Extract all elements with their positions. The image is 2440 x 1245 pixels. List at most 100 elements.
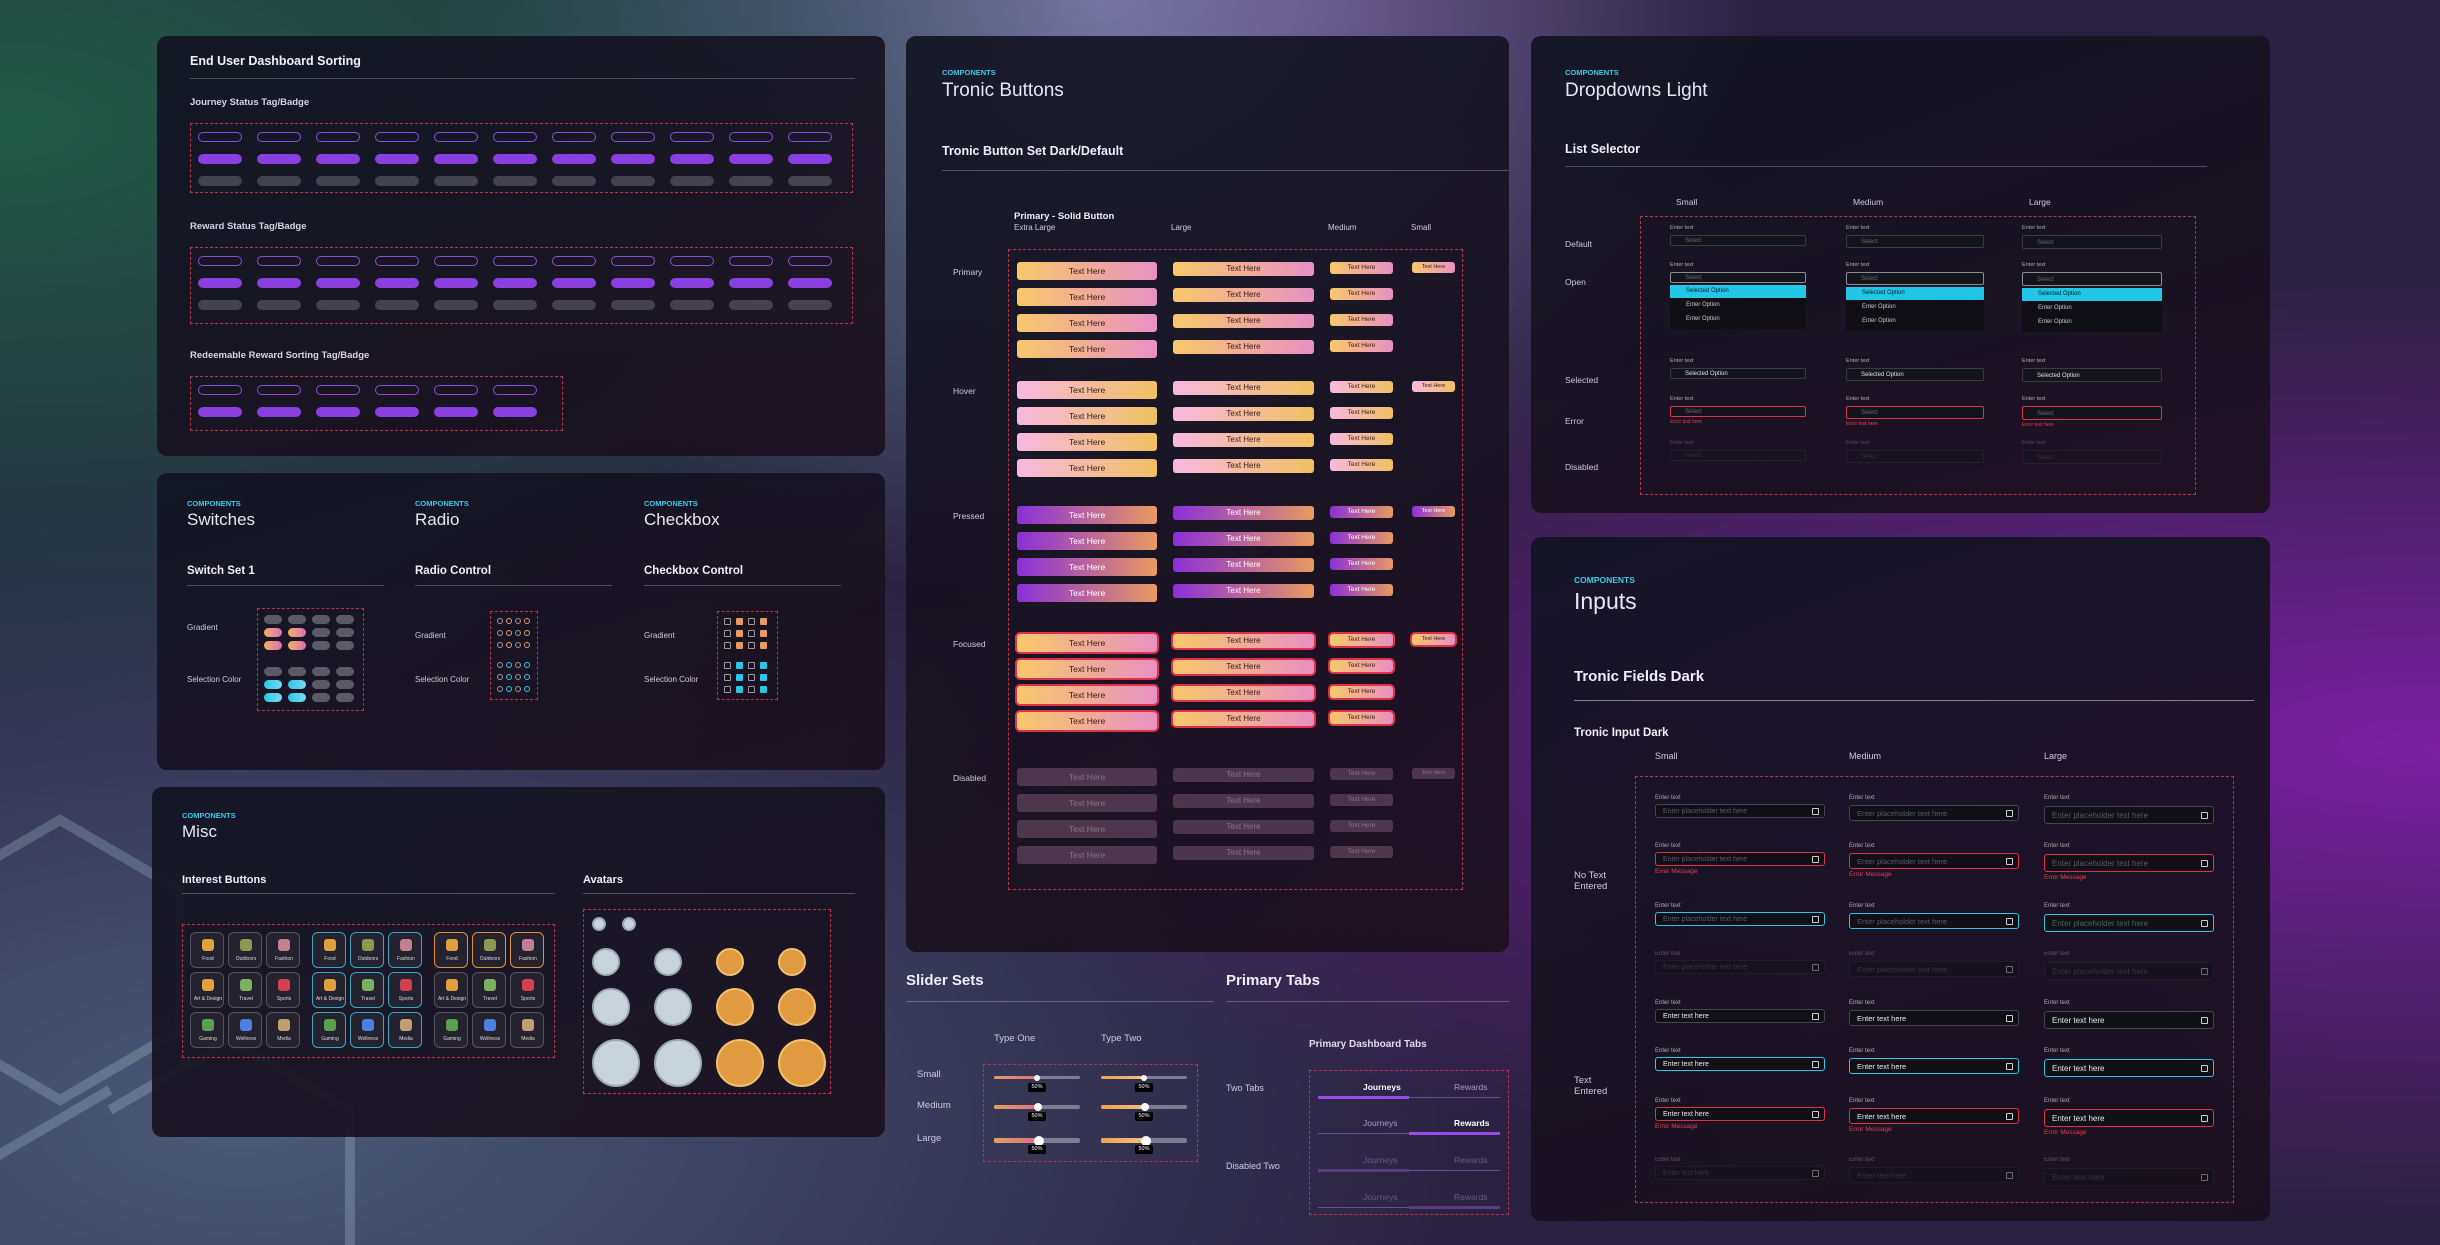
button[interactable]: Text Here	[1173, 340, 1314, 354]
text-input[interactable]: Enter placeholder text here	[1849, 913, 2019, 929]
button[interactable]: Text Here	[1173, 262, 1314, 276]
dropdown-option[interactable]: Selected Option	[1846, 286, 1984, 300]
slider-thumb[interactable]	[1034, 1103, 1042, 1111]
button[interactable]: Text Here	[1173, 660, 1314, 674]
button[interactable]: Text Here	[1017, 340, 1157, 358]
text-input[interactable]: Enter text here	[2044, 1011, 2214, 1029]
dropdown[interactable]: Select	[2022, 235, 2162, 249]
text-input[interactable]: Enter text here	[2044, 1109, 2214, 1127]
button[interactable]: Text Here	[1017, 314, 1157, 332]
button[interactable]: Text Here	[1412, 381, 1455, 392]
tab[interactable]: Journeys	[1363, 1155, 1398, 1165]
button[interactable]: Text Here	[1017, 262, 1157, 280]
button[interactable]: Text Here	[1412, 768, 1455, 779]
button[interactable]: Text Here	[1173, 314, 1314, 328]
button[interactable]: Text Here	[1173, 288, 1314, 302]
button[interactable]: Text Here	[1330, 584, 1393, 596]
button[interactable]: Text Here	[1173, 506, 1314, 520]
button[interactable]: Text Here	[1017, 820, 1157, 838]
button[interactable]: Text Here	[1173, 846, 1314, 860]
button[interactable]: Text Here	[1173, 820, 1314, 834]
dropdown-option[interactable]: Enter Option	[2022, 316, 2162, 329]
text-input[interactable]: Enter placeholder text here	[2044, 854, 2214, 872]
button[interactable]: Text Here	[1330, 433, 1393, 445]
button[interactable]: Text Here	[1330, 768, 1393, 780]
button[interactable]: Text Here	[1173, 794, 1314, 808]
tab[interactable]: Journeys	[1363, 1192, 1398, 1202]
text-input[interactable]: Enter text here	[1655, 1166, 1825, 1180]
dropdown-option[interactable]: Enter Option	[1846, 315, 1984, 328]
text-input[interactable]: Enter placeholder text here	[1849, 805, 2019, 821]
button[interactable]: Text Here	[1330, 340, 1393, 352]
button[interactable]: Text Here	[1330, 532, 1393, 544]
text-input[interactable]: Enter text here	[1849, 1108, 2019, 1124]
button[interactable]: Text Here	[1173, 532, 1314, 546]
dropdown-option[interactable]: Selected Option	[1670, 285, 1806, 298]
button[interactable]: Text Here	[1330, 846, 1393, 858]
text-input[interactable]: Enter placeholder text here	[1655, 960, 1825, 974]
text-input[interactable]: Enter placeholder text here	[1849, 853, 2019, 869]
text-input[interactable]: Enter text here	[1655, 1057, 1825, 1071]
button[interactable]: Text Here	[1173, 381, 1314, 395]
button[interactable]: Text Here	[1017, 846, 1157, 864]
button[interactable]: Text Here	[1017, 768, 1157, 786]
button[interactable]: Text Here	[1017, 288, 1157, 306]
dropdown-option[interactable]: Enter Option	[2022, 302, 2162, 315]
button[interactable]: Text Here	[1173, 558, 1314, 572]
button[interactable]: Text Here	[1330, 288, 1393, 300]
button[interactable]: Text Here	[1017, 381, 1157, 399]
text-input[interactable]: Enter text here	[1655, 1107, 1825, 1121]
button[interactable]: Text Here	[1017, 686, 1157, 704]
button[interactable]: Text Here	[1330, 459, 1393, 471]
dropdown[interactable]: Select	[1846, 406, 1984, 419]
dropdown[interactable]: Selected Option	[1846, 368, 1984, 381]
tab[interactable]: Rewards	[1454, 1155, 1488, 1165]
slider-thumb[interactable]	[1141, 1135, 1151, 1146]
text-input[interactable]: Enter text here	[1849, 1058, 2019, 1074]
button[interactable]: Text Here	[1173, 712, 1314, 726]
button[interactable]: Text Here	[1017, 433, 1157, 451]
dropdown[interactable]: Select	[1846, 235, 1984, 248]
button[interactable]: Text Here	[1017, 407, 1157, 425]
dropdown[interactable]: Select	[2022, 272, 2162, 286]
slider-thumb[interactable]	[1034, 1074, 1040, 1081]
dropdown-option[interactable]: Enter Option	[1670, 313, 1806, 326]
button[interactable]: Text Here	[1412, 506, 1455, 517]
button[interactable]: Text Here	[1412, 262, 1455, 273]
slider-thumb[interactable]	[1141, 1103, 1149, 1111]
dropdown[interactable]: Select	[2022, 450, 2162, 464]
button[interactable]: Text Here	[1330, 314, 1393, 326]
button[interactable]: Text Here	[1173, 634, 1314, 648]
button[interactable]: Text Here	[1330, 634, 1393, 646]
button[interactable]: Text Here	[1330, 820, 1393, 832]
dropdown-option[interactable]: Enter Option	[1846, 301, 1984, 314]
dropdown[interactable]: Select	[1846, 450, 1984, 463]
button[interactable]: Text Here	[1330, 660, 1393, 672]
button[interactable]: Text Here	[1173, 433, 1314, 447]
button[interactable]: Text Here	[1017, 794, 1157, 812]
dropdown-option[interactable]: Selected Option	[2022, 288, 2162, 301]
text-input[interactable]: Enter text here	[1655, 1009, 1825, 1023]
slider-thumb[interactable]	[1034, 1135, 1044, 1146]
button[interactable]: Text Here	[1017, 459, 1157, 477]
tab[interactable]: Rewards	[1454, 1118, 1490, 1128]
text-input[interactable]: Enter placeholder text here	[2044, 914, 2214, 932]
slider-thumb[interactable]	[1141, 1074, 1147, 1081]
text-input[interactable]: Enter text here	[1849, 1010, 2019, 1026]
button[interactable]: Text Here	[1330, 381, 1393, 393]
button[interactable]: Text Here	[1330, 262, 1393, 274]
dropdown[interactable]: Selected Option	[2022, 368, 2162, 382]
text-input[interactable]: Enter text here	[2044, 1168, 2214, 1186]
dropdown[interactable]: Select	[1846, 272, 1984, 285]
dropdown[interactable]: Select	[1670, 406, 1806, 417]
button[interactable]: Text Here	[1017, 634, 1157, 652]
button[interactable]: Text Here	[1017, 506, 1157, 524]
dropdown[interactable]: Select	[1670, 450, 1806, 461]
button[interactable]: Text Here	[1330, 506, 1393, 518]
button[interactable]: Text Here	[1017, 660, 1157, 678]
text-input[interactable]: Enter placeholder text here	[1655, 804, 1825, 818]
tab[interactable]: Journeys	[1363, 1118, 1398, 1128]
text-input[interactable]: Enter placeholder text here	[1849, 961, 2019, 977]
button[interactable]: Text Here	[1173, 584, 1314, 598]
button[interactable]: Text Here	[1330, 712, 1393, 724]
